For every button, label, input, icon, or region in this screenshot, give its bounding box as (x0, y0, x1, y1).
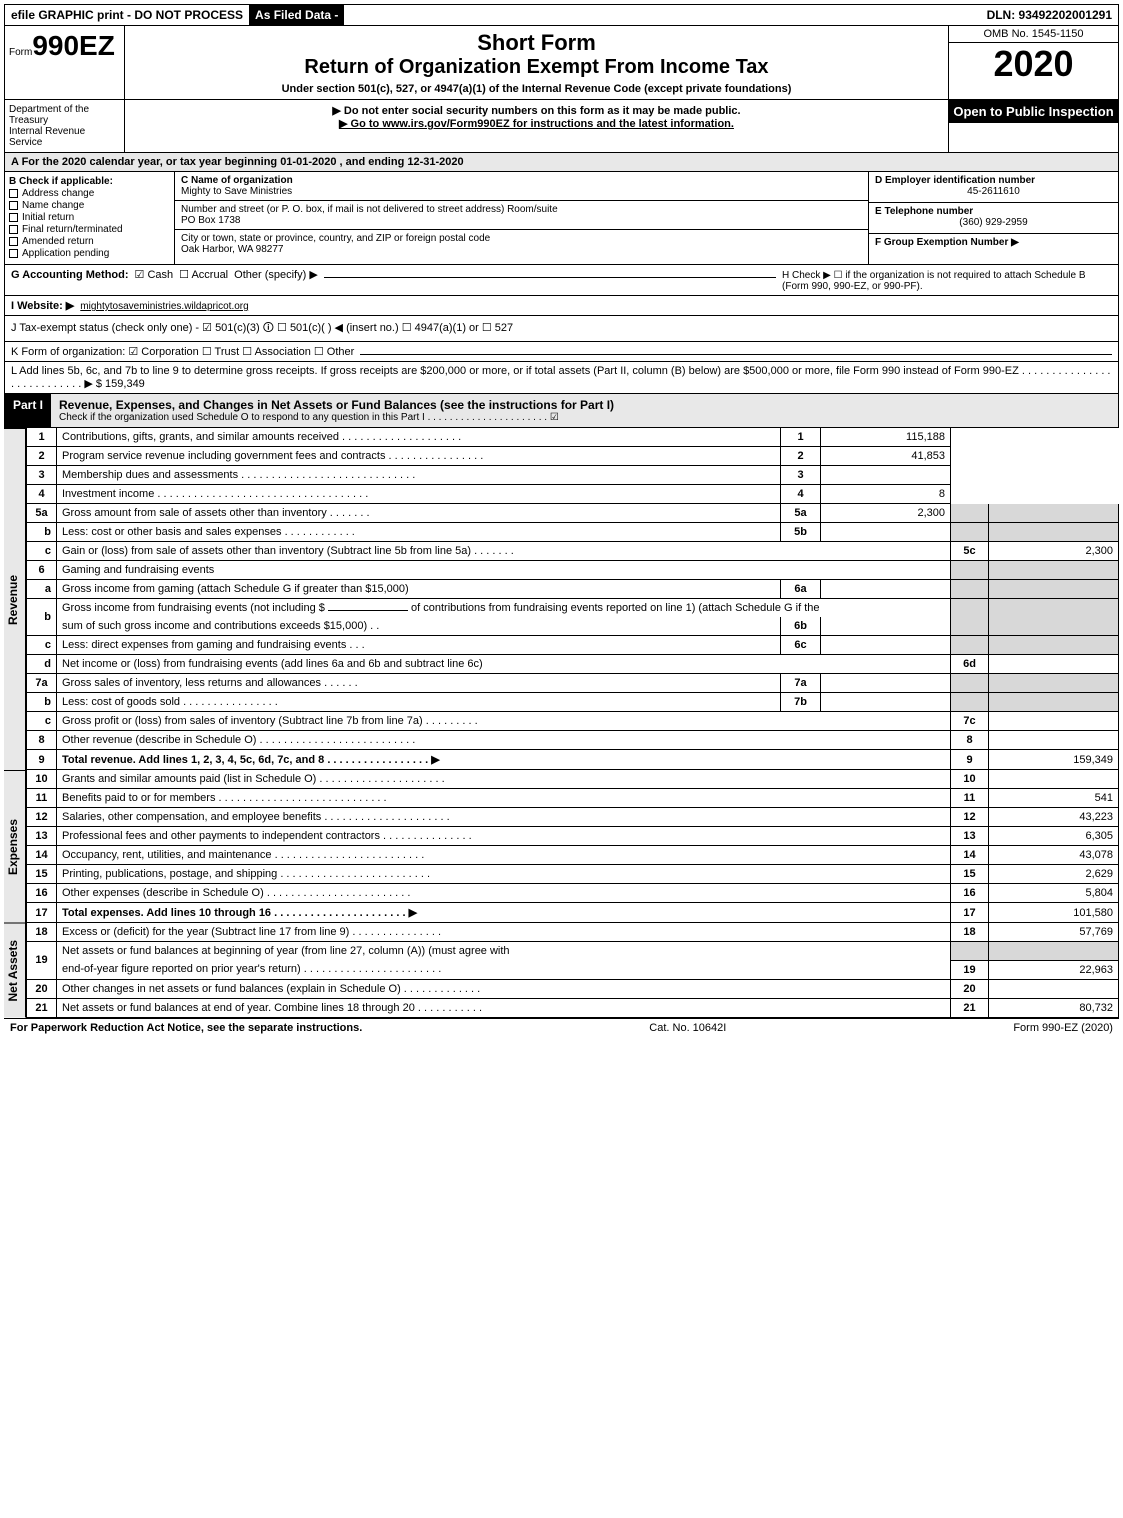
b-label: B Check if applicable: (9, 176, 170, 187)
g-accrual: ☐ Accrual (179, 268, 228, 281)
form-number: 990EZ (32, 30, 115, 61)
goto-link[interactable]: ▶ Go to www.irs.gov/Form990EZ for instru… (129, 117, 944, 130)
e-label: E Telephone number (875, 206, 1112, 217)
subtitle: Return of Organization Exempt From Incom… (129, 56, 944, 79)
l-text: L Add lines 5b, 6c, and 7b to line 9 to … (11, 365, 1112, 390)
row-g-h: G Accounting Method: ☑ Cash ☐ Accrual Ot… (4, 265, 1119, 296)
footer-mid: Cat. No. 10642I (649, 1022, 726, 1034)
g-cash: ☑ Cash (135, 268, 174, 281)
irs-label: Internal Revenue Service (9, 126, 120, 148)
form-header: Form990EZ Short Form Return of Organizat… (4, 26, 1119, 100)
footer-left: For Paperwork Reduction Act Notice, see … (10, 1022, 362, 1034)
section-a: A For the 2020 calendar year, or tax yea… (4, 153, 1119, 172)
revenue-vbar: Revenue (4, 428, 26, 770)
j-label: J Tax-exempt status (check only one) - ☑… (11, 319, 513, 338)
chk-final[interactable] (9, 225, 18, 234)
expenses-vbar: Expenses (4, 770, 26, 923)
city-value: Oak Harbor, WA 98277 (181, 244, 862, 255)
dept-row: Department of the Treasury Internal Reve… (4, 100, 1119, 153)
d-label: D Employer identification number (875, 175, 1112, 186)
org-name: Mighty to Save Ministries (181, 186, 862, 197)
dept-treasury: Department of the Treasury (9, 104, 120, 126)
part1-tag: Part I (5, 394, 51, 427)
addr-value: PO Box 1738 (181, 215, 862, 226)
page-footer: For Paperwork Reduction Act Notice, see … (4, 1018, 1119, 1037)
k-label: K Form of organization: ☑ Corporation ☐ … (11, 345, 354, 358)
footer-right: Form 990-EZ (2020) (1013, 1022, 1113, 1034)
as-filed-label: As Filed Data - (249, 5, 344, 25)
chk-pending[interactable] (9, 249, 18, 258)
f-label: F Group Exemption Number ▶ (875, 237, 1112, 248)
no-ssn: ▶ Do not enter social security numbers o… (129, 104, 944, 117)
open-inspection: Open to Public Inspection (949, 100, 1118, 123)
row-k: K Form of organization: ☑ Corporation ☐ … (4, 342, 1119, 362)
netassets-table: 18Excess or (deficit) for the year (Subt… (26, 923, 1119, 1018)
expenses-table: 10Grants and similar amounts paid (list … (26, 770, 1119, 923)
website-value[interactable]: mightytosaveministries.wildapricot.org (80, 301, 248, 312)
part1-header: Part I Revenue, Expenses, and Changes in… (4, 394, 1119, 428)
under-section: Under section 501(c), 527, or 4947(a)(1)… (129, 83, 944, 95)
revenue-table: 1Contributions, gifts, grants, and simil… (26, 428, 1119, 770)
i-label: I Website: ▶ (11, 299, 74, 312)
top-bar: efile GRAPHIC print - DO NOT PROCESS As … (4, 4, 1119, 26)
row-i: I Website: ▶ mightytosaveministries.wild… (4, 296, 1119, 316)
part1-title: Revenue, Expenses, and Changes in Net As… (59, 398, 1110, 412)
chk-initial[interactable] (9, 213, 18, 222)
g-label: G Accounting Method: (11, 269, 129, 281)
row-j: J Tax-exempt status (check only one) - ☑… (4, 316, 1119, 342)
addr-label: Number and street (or P. O. box, if mail… (181, 204, 862, 215)
chk-address[interactable] (9, 189, 18, 198)
form-prefix: Form (9, 47, 32, 58)
chk-amended[interactable] (9, 237, 18, 246)
netassets-vbar: Net Assets (4, 923, 26, 1018)
tax-year: 2020 (949, 43, 1118, 85)
info-grid: B Check if applicable: Address change Na… (4, 172, 1119, 265)
dln-label: DLN: 93492202001291 (981, 5, 1118, 25)
phone-value: (360) 929-2959 (875, 217, 1112, 228)
omb-number: OMB No. 1545-1150 (949, 26, 1118, 43)
short-form-title: Short Form (129, 30, 944, 56)
g-other: Other (specify) ▶ (234, 268, 318, 281)
row-l: L Add lines 5b, 6c, and 7b to line 9 to … (4, 362, 1119, 394)
part1-sub: Check if the organization used Schedule … (59, 412, 1110, 423)
ein-value: 45-2611610 (875, 186, 1112, 197)
chk-name[interactable] (9, 201, 18, 210)
h-label: H Check ▶ ☐ if the organization is not r… (782, 270, 1112, 292)
c-label: C Name of organization (181, 175, 862, 186)
efile-label: efile GRAPHIC print - DO NOT PROCESS (5, 5, 249, 25)
city-label: City or town, state or province, country… (181, 233, 862, 244)
